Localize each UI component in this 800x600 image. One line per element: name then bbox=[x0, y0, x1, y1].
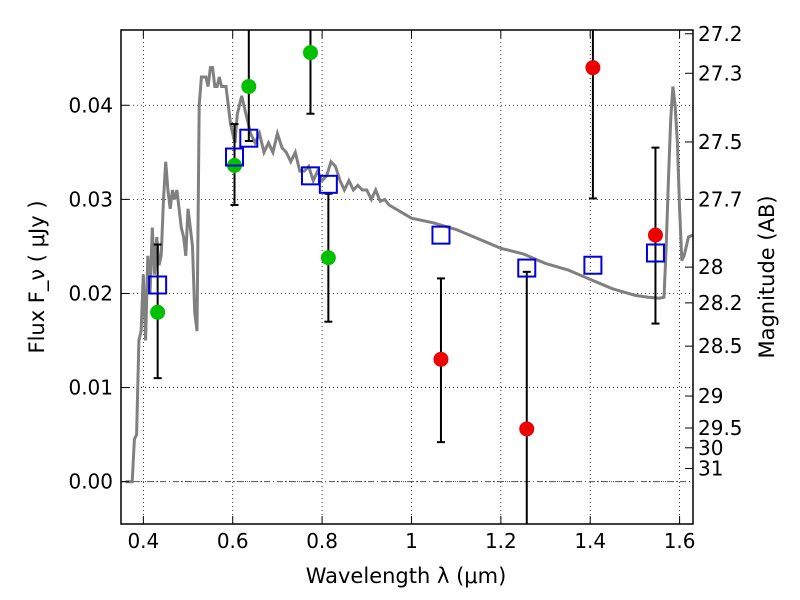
green-point bbox=[320, 250, 336, 266]
y-tick-label: 0.03 bbox=[68, 187, 113, 211]
model-box bbox=[431, 225, 451, 245]
right-tick-label: 31 bbox=[698, 456, 723, 480]
right-axis-title: Magnitude (AB) bbox=[755, 195, 779, 358]
right-tick-label: 27.5 bbox=[698, 130, 743, 154]
red-points bbox=[433, 60, 663, 437]
y-axis-title: Flux F_ν ( μJy ) bbox=[25, 200, 50, 353]
model-box bbox=[645, 243, 665, 263]
model-box bbox=[517, 258, 537, 278]
model-box bbox=[225, 147, 245, 167]
x-ticks: 0.4 0.6 0.8 1 1.2 1.4 1.6 bbox=[127, 30, 696, 553]
right-tick-label: 30 bbox=[698, 436, 723, 460]
y-tick-label: 0.04 bbox=[68, 93, 113, 117]
right-tick-label: 29.5 bbox=[698, 416, 743, 440]
model-boxes bbox=[148, 128, 665, 295]
green-point bbox=[150, 304, 166, 320]
x-tick-label: 1.6 bbox=[664, 529, 696, 553]
right-tick-label: 29 bbox=[698, 384, 723, 408]
right-tick-label: 28.2 bbox=[698, 291, 743, 315]
red-point bbox=[519, 421, 535, 437]
red-point bbox=[647, 227, 663, 243]
y-tick-label: 0.01 bbox=[68, 376, 113, 400]
y-tick-label: 0.00 bbox=[68, 470, 113, 494]
x-tick-label: 0.4 bbox=[127, 529, 159, 553]
right-tick-label: 28.5 bbox=[698, 334, 743, 358]
y-tick-label: 0.02 bbox=[68, 281, 113, 305]
grid bbox=[121, 30, 693, 524]
x-tick-label: 0.8 bbox=[306, 529, 338, 553]
green-points bbox=[150, 45, 336, 320]
plot-frame bbox=[120, 29, 694, 525]
x-tick-label: 1 bbox=[405, 529, 418, 553]
red-point bbox=[433, 351, 449, 367]
right-tick-label: 28 bbox=[698, 255, 723, 279]
x-axis-title: Wavelength λ (μm) bbox=[306, 564, 507, 588]
model-spectrum-line bbox=[125, 66, 694, 484]
red-point bbox=[585, 60, 601, 76]
model-box bbox=[148, 275, 168, 295]
right-tick-label: 27.2 bbox=[698, 22, 743, 46]
model-box bbox=[583, 255, 603, 275]
right-tick-label: 27.3 bbox=[698, 61, 743, 85]
model-box bbox=[239, 128, 259, 148]
x-tick-label: 0.6 bbox=[217, 529, 249, 553]
x-tick-label: 1.2 bbox=[485, 529, 517, 553]
x-tick-label: 1.4 bbox=[574, 529, 606, 553]
green-point bbox=[302, 45, 318, 61]
model-box bbox=[318, 174, 338, 194]
right-tick-label: 27.7 bbox=[698, 187, 743, 211]
green-point bbox=[241, 78, 257, 94]
y-ticks: 0.00 0.01 0.02 0.03 0.04 bbox=[68, 93, 129, 494]
